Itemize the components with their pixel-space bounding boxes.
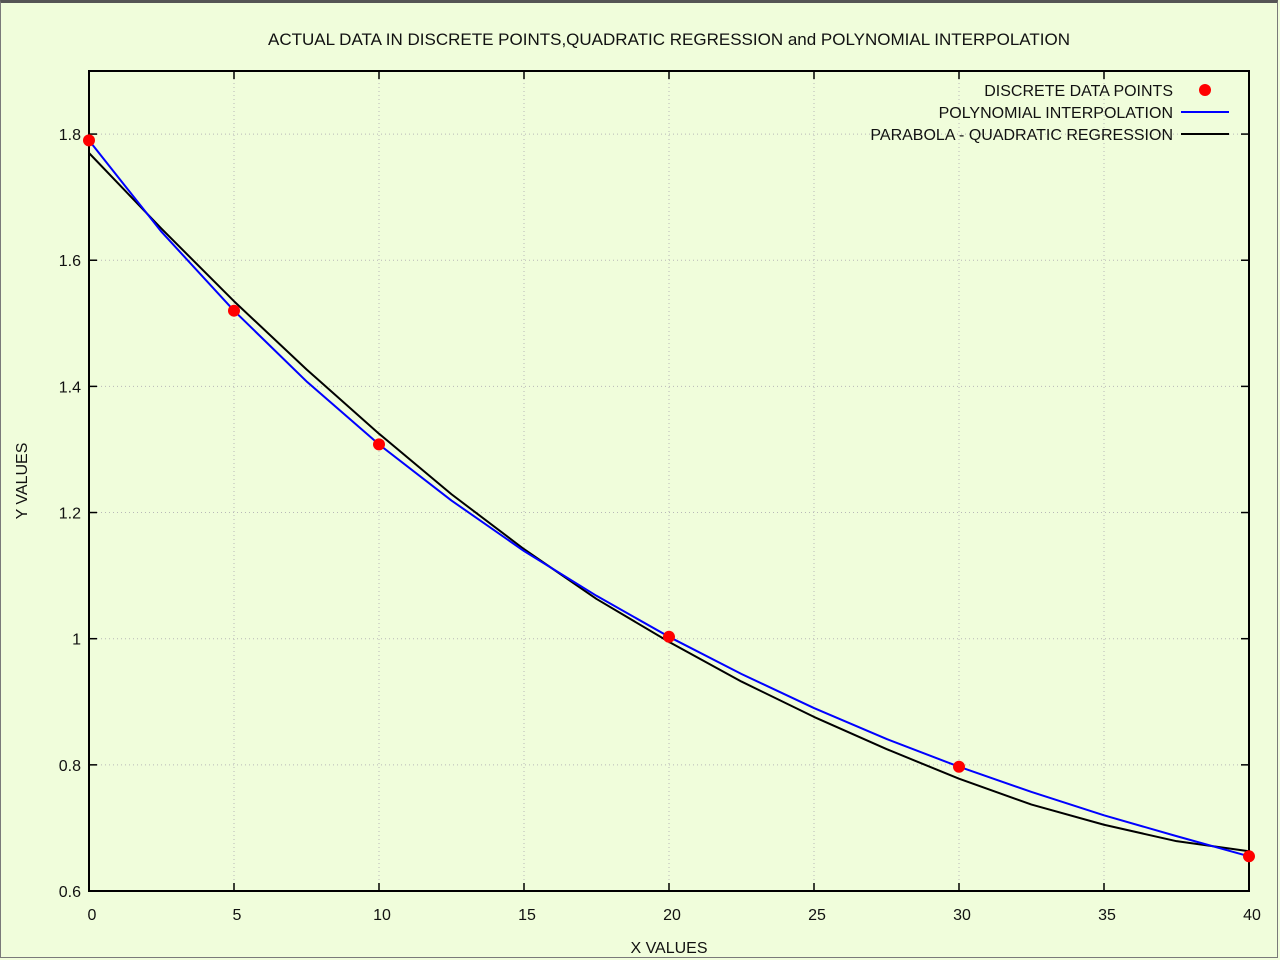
- grid: [89, 71, 1249, 891]
- y-tick-label: 1.4: [59, 379, 81, 396]
- x-tick-label: 5: [233, 907, 242, 924]
- legend-label: DISCRETE DATA POINTS: [984, 83, 1173, 100]
- axis-ticks: 0 5 10 15 20 25 30 35 40 0.6 0.8 1 1.2 1.4 1.6 1.8: [59, 71, 1261, 924]
- y-axis-label: Y VALUES: [14, 443, 31, 520]
- data-point: [83, 134, 95, 147]
- y-tick-label: 0.6: [59, 884, 81, 901]
- y-tick-label: 1: [72, 632, 81, 649]
- data-point: [663, 630, 675, 643]
- legend-label: PARABOLA - QUADRATIC REGRESSION: [870, 127, 1173, 144]
- x-axis-label: X VALUES: [630, 940, 707, 957]
- x-tick-label: 10: [373, 907, 391, 924]
- x-tick-label: 20: [663, 907, 681, 924]
- quadratic-regression-line: [88, 152, 1250, 853]
- x-tick-label: 40: [1243, 907, 1261, 924]
- chart-title: ACTUAL DATA IN DISCRETE POINTS,QUADRATIC…: [268, 30, 1070, 49]
- data-point: [1243, 850, 1255, 863]
- legend: DISCRETE DATA POINTS POLYNOMIAL INTERPOLA…: [870, 83, 1229, 144]
- legend-label: POLYNOMIAL INTERPOLATION: [939, 105, 1173, 122]
- y-tick-label: 1.6: [59, 253, 81, 270]
- legend-marker: [1199, 84, 1211, 96]
- data-point: [953, 760, 965, 773]
- y-tick-label: 1.8: [59, 127, 81, 144]
- x-tick-label: 35: [1098, 907, 1116, 924]
- data-point: [373, 438, 385, 451]
- x-tick-label: 0: [88, 907, 97, 924]
- series-layer: [83, 134, 1255, 863]
- x-tick-label: 30: [953, 907, 971, 924]
- data-point: [228, 304, 240, 317]
- x-tick-label: 15: [518, 907, 536, 924]
- y-tick-label: 1.2: [59, 506, 81, 523]
- y-tick-label: 0.8: [59, 758, 81, 775]
- x-tick-label: 25: [808, 907, 826, 924]
